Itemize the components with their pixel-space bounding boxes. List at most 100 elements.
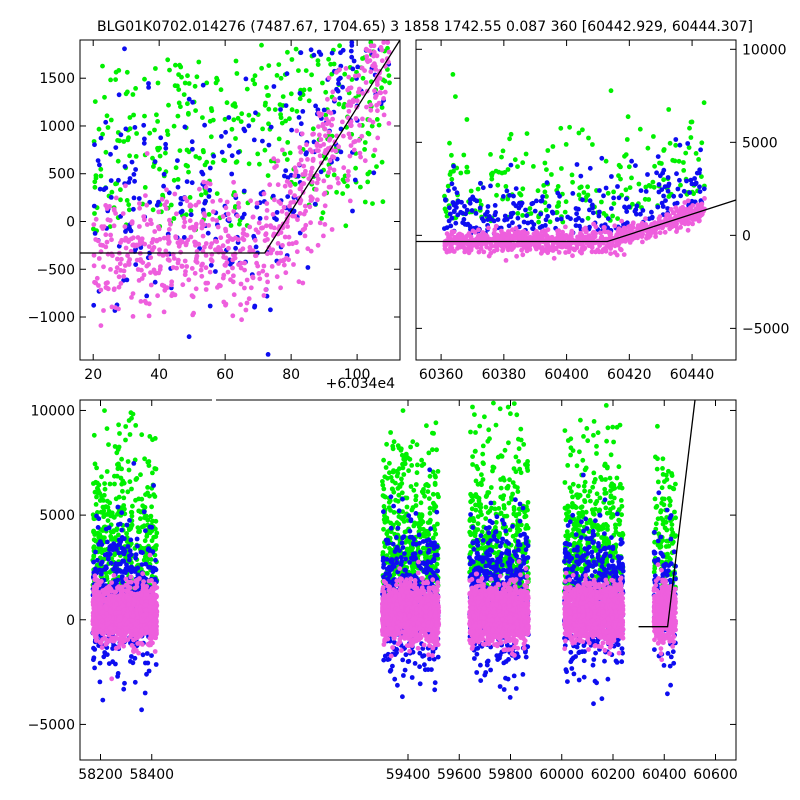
tr-point-blue [629, 158, 634, 164]
tl-point-blue [141, 140, 147, 146]
bottom-point-blue [114, 569, 120, 574]
tl-point-blue [103, 119, 109, 125]
tl-point-magenta [231, 208, 237, 214]
tl-point-magenta [346, 169, 351, 174]
tl-point-green [185, 101, 190, 107]
bottom-point-green [121, 495, 127, 501]
bottom-point-green [114, 473, 120, 479]
tr-point-magenta [614, 232, 620, 238]
tr-point-green [585, 215, 591, 221]
tr-point-green [447, 140, 452, 146]
tr-point-blue [538, 211, 544, 217]
tl-point-blue [200, 207, 206, 213]
bottom-point-green [126, 467, 132, 473]
tl-point-magenta [146, 313, 152, 319]
tl-point-green [362, 147, 367, 152]
tl-point-magenta [315, 242, 321, 248]
tl-point-magenta [156, 224, 161, 230]
tl-point-magenta [168, 221, 173, 227]
bottom-point-blue [91, 559, 96, 565]
tr-point-magenta [688, 215, 694, 221]
tl-point-magenta [138, 299, 144, 304]
tr-point-blue [464, 207, 470, 213]
tr-point-blue [654, 170, 659, 176]
tl-point-magenta [96, 256, 102, 261]
tl-point-blue [318, 52, 324, 57]
bottom-point-magenta [119, 584, 125, 590]
tl-point-magenta [292, 193, 297, 199]
tl-point-magenta [346, 108, 352, 114]
tl-point-magenta [191, 310, 197, 316]
bottom-point-magenta [100, 637, 105, 642]
tl-point-magenta [197, 186, 202, 192]
tl-point-magenta [328, 184, 333, 190]
tl-point-magenta [322, 222, 328, 227]
bottom-point-green [107, 481, 113, 487]
tl-point-green [171, 123, 177, 129]
tl-point-blue [175, 184, 181, 190]
tl-point-magenta [190, 294, 196, 300]
tr-point-blue [677, 142, 683, 148]
tl-point-blue [233, 245, 239, 251]
tl-point-magenta [122, 237, 128, 243]
tl-point-blue [268, 307, 273, 313]
tl-point-green [183, 162, 189, 168]
tr-point-blue [616, 195, 622, 201]
tr-point-blue [518, 203, 524, 209]
tl-point-magenta [198, 267, 204, 273]
tl-point-blue [133, 262, 139, 267]
tr-point-magenta [509, 244, 515, 250]
bottom-point-green [117, 431, 122, 436]
tr-point-magenta [556, 250, 562, 255]
tl-point-blue [236, 149, 241, 155]
bottom-point-blue [126, 553, 132, 559]
tl-point-blue [189, 180, 195, 186]
tr-point-blue [587, 198, 593, 204]
tl-point-magenta [296, 279, 302, 285]
tl-xtick-label: 20 [84, 367, 102, 383]
tr-point-green [555, 184, 561, 189]
tl-point-magenta [181, 215, 187, 221]
tl-point-magenta [261, 293, 267, 298]
tr-point-blue [596, 213, 602, 219]
bottom-point-blue [147, 524, 153, 530]
tl-point-green [370, 201, 375, 207]
tr-point-magenta [551, 255, 557, 261]
tr-point-magenta [662, 229, 668, 235]
bottom-point-green [113, 496, 119, 502]
tl-point-blue [113, 145, 119, 151]
tr-point-magenta [481, 231, 487, 237]
tl-point-green [250, 77, 256, 83]
tl-point-magenta [278, 258, 284, 264]
bottom-point-magenta [117, 629, 122, 635]
tl-point-green [244, 86, 250, 92]
tr-point-magenta [494, 243, 499, 249]
tr-point-magenta [671, 210, 677, 216]
tl-point-green [168, 202, 174, 208]
tr-point-blue [504, 188, 510, 194]
tl-point-magenta [178, 249, 184, 255]
tr-point-blue [543, 217, 549, 223]
tr-point-green [464, 117, 470, 122]
tl-point-green [343, 223, 349, 229]
tr-point-blue [576, 215, 581, 221]
bottom-point-green [153, 518, 159, 524]
tl-point-magenta [193, 242, 198, 248]
tr-point-magenta [575, 234, 580, 240]
tl-point-green [228, 223, 234, 228]
tl-point-green [297, 96, 303, 102]
tl-point-magenta [329, 122, 334, 128]
tr-point-green [693, 151, 699, 156]
tl-point-magenta [199, 263, 205, 268]
tl-point-green [323, 112, 329, 118]
tl-ytick-label: 1000 [39, 119, 75, 135]
bottom-point-blue [135, 565, 141, 571]
tr-point-green [445, 183, 451, 189]
tl-point-blue [91, 302, 97, 308]
tl-point-magenta [191, 227, 197, 233]
tr-point-blue [697, 184, 702, 190]
tr-point-magenta [466, 232, 471, 238]
tl-point-magenta [161, 309, 167, 315]
tr-point-magenta [545, 227, 551, 233]
tl-point-blue [312, 201, 318, 207]
